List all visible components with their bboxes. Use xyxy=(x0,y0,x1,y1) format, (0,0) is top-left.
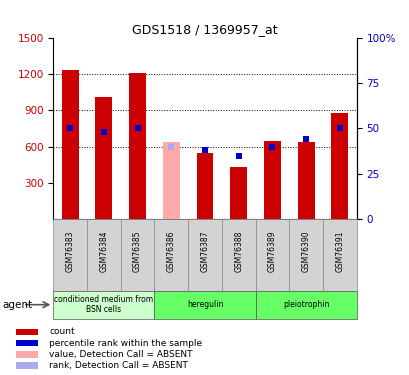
Bar xyxy=(263,141,280,219)
Bar xyxy=(255,219,289,291)
Text: pleiotrophin: pleiotrophin xyxy=(282,300,328,309)
Bar xyxy=(53,219,87,291)
Text: rank, Detection Call = ABSENT: rank, Detection Call = ABSENT xyxy=(49,361,188,370)
Bar xyxy=(255,291,356,319)
Text: count: count xyxy=(49,327,75,336)
Text: heregulin: heregulin xyxy=(187,300,222,309)
Text: agent: agent xyxy=(2,300,32,310)
Text: GSM76389: GSM76389 xyxy=(267,231,276,272)
Text: GSM76387: GSM76387 xyxy=(200,231,209,272)
Bar xyxy=(16,329,38,335)
Text: percentile rank within the sample: percentile rank within the sample xyxy=(49,339,202,348)
Text: GSM76391: GSM76391 xyxy=(335,231,344,272)
Bar xyxy=(162,142,179,219)
Bar xyxy=(95,97,112,219)
Text: value, Detection Call = ABSENT: value, Detection Call = ABSENT xyxy=(49,350,192,359)
Bar xyxy=(330,112,347,219)
Bar xyxy=(16,363,38,369)
Text: GSM76384: GSM76384 xyxy=(99,231,108,272)
Bar xyxy=(154,219,188,291)
Bar xyxy=(62,70,79,219)
Title: GDS1518 / 1369957_at: GDS1518 / 1369957_at xyxy=(132,23,277,36)
Bar xyxy=(120,219,154,291)
Bar xyxy=(196,153,213,219)
Text: GSM76383: GSM76383 xyxy=(65,231,74,272)
Bar xyxy=(230,167,247,219)
Text: GSM76388: GSM76388 xyxy=(234,231,243,272)
Bar xyxy=(53,291,154,319)
Bar xyxy=(154,291,255,319)
Bar xyxy=(289,219,322,291)
Bar xyxy=(322,219,356,291)
Bar xyxy=(188,219,221,291)
Bar xyxy=(221,219,255,291)
Text: GSM76385: GSM76385 xyxy=(133,231,142,272)
Bar xyxy=(129,73,146,219)
Bar xyxy=(16,340,38,346)
Text: conditioned medium from
BSN cells: conditioned medium from BSN cells xyxy=(54,295,153,314)
Text: GSM76386: GSM76386 xyxy=(166,231,175,272)
Text: GSM76390: GSM76390 xyxy=(301,231,310,272)
Bar xyxy=(16,351,38,357)
Bar xyxy=(297,142,314,219)
Bar xyxy=(87,219,120,291)
